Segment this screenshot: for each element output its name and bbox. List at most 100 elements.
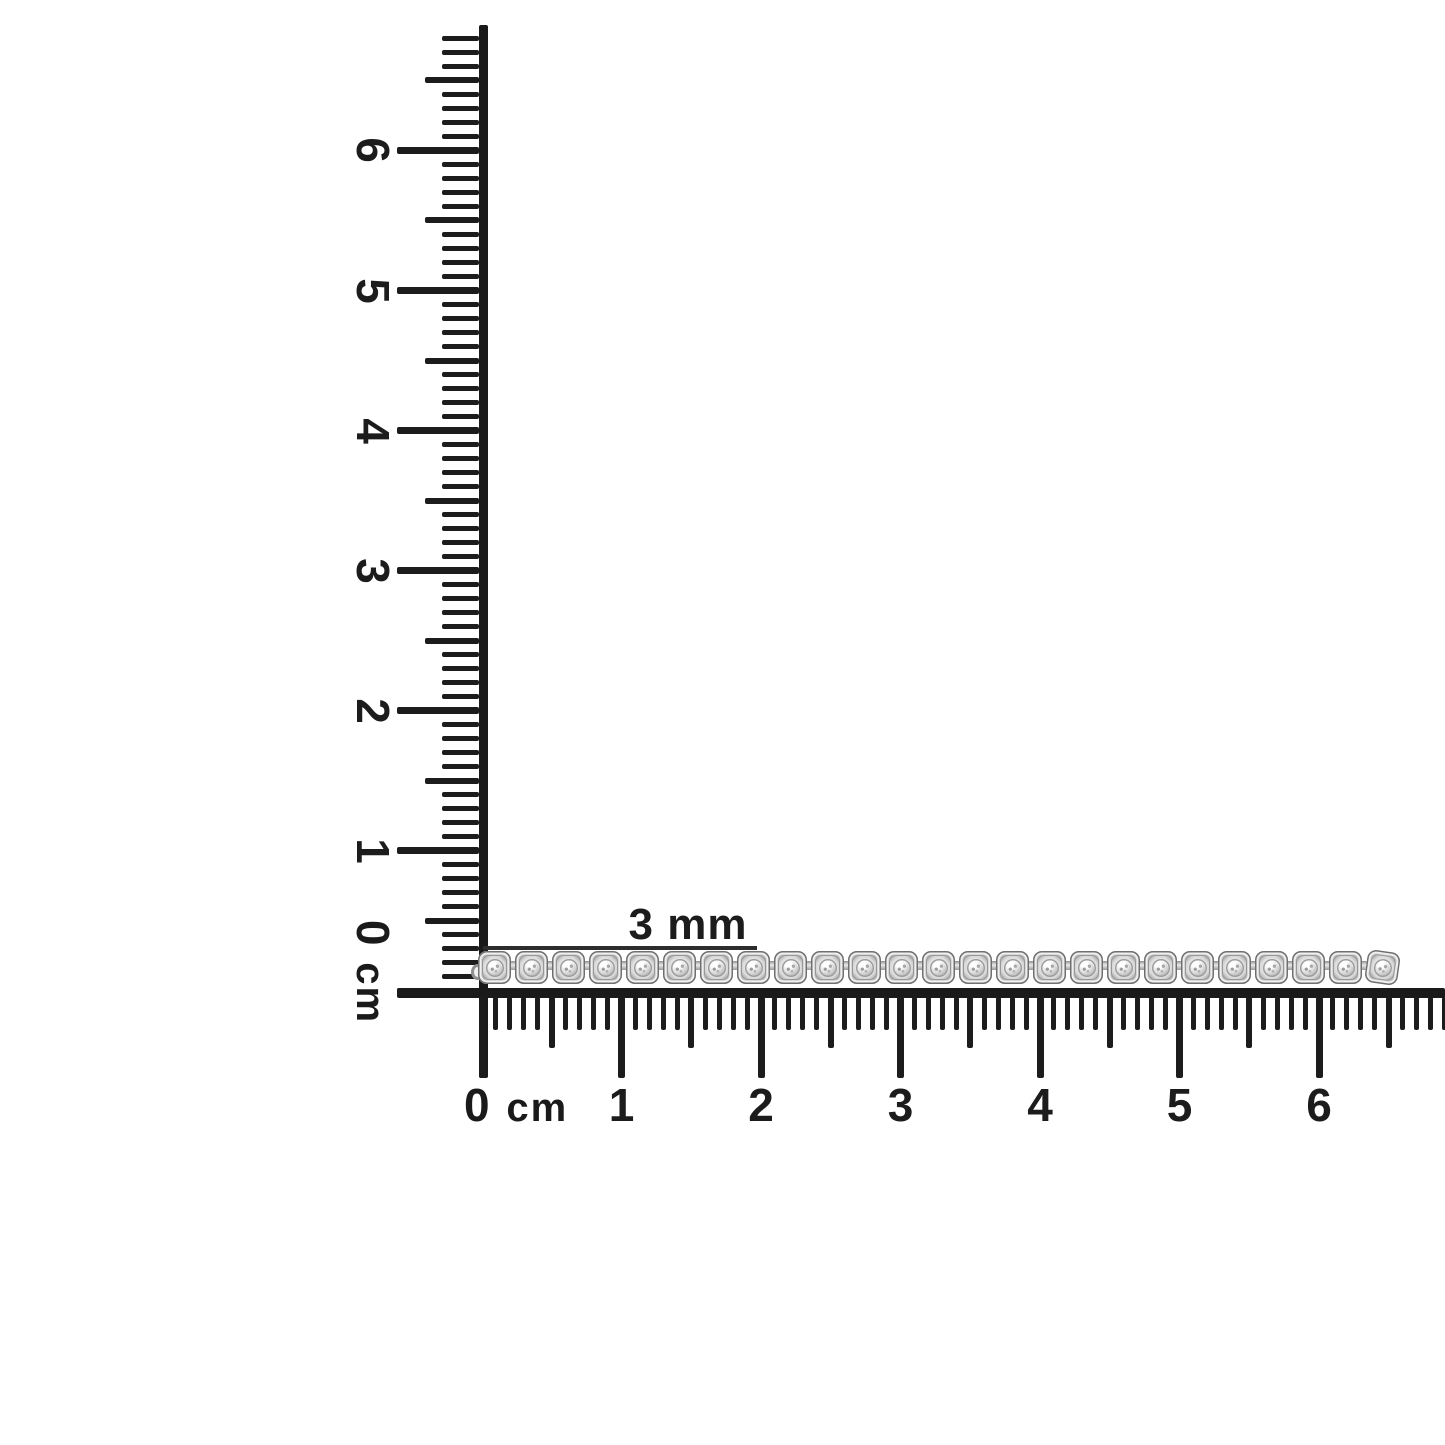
diamond-stone — [857, 960, 872, 975]
vertical-zero-value: 0 — [347, 919, 399, 948]
horizontal-ruler-tick — [1372, 997, 1378, 1030]
vertical-ruler-tick — [397, 146, 479, 154]
diamond-stone — [1079, 960, 1094, 975]
vertical-ruler-tick — [442, 722, 479, 728]
horizontal-ruler-tick — [772, 997, 778, 1030]
vertical-ruler-tick — [442, 273, 479, 279]
vertical-ruler-tick — [442, 456, 479, 462]
horizontal-ruler-tick — [1385, 997, 1392, 1048]
vertical-ruler-tick — [425, 777, 479, 784]
horizontal-ruler-tick — [953, 997, 959, 1030]
vertical-ruler-tick — [425, 917, 479, 924]
diamond-stone — [820, 960, 835, 975]
horizontal-ruler-tick — [897, 997, 904, 1078]
vertical-ruler-tick — [442, 582, 479, 588]
horizontal-ruler-tick — [870, 997, 876, 1030]
horizontal-ruler-tick — [1121, 997, 1127, 1030]
diamond-stone — [1374, 959, 1391, 976]
horizontal-ruler-tick — [1400, 997, 1406, 1030]
vertical-ruler-tick — [442, 245, 479, 251]
vertical-ruler-tick — [442, 666, 479, 672]
vertical-ruler-tick — [442, 231, 479, 237]
vertical-ruler-tick — [442, 484, 479, 490]
diamond-stone — [672, 960, 687, 975]
vertical-ruler-tick — [442, 302, 479, 307]
diamond-stone — [1338, 960, 1353, 975]
bracelet-link — [996, 951, 1029, 984]
diamond-stone — [709, 960, 724, 975]
link-setting-plate — [556, 955, 581, 980]
link-setting-plate — [482, 955, 507, 980]
bracelet-link — [1033, 951, 1066, 984]
diamond-tennis-bracelet — [478, 948, 1402, 987]
link-setting-plate — [1368, 953, 1397, 982]
vertical-ruler-tick — [442, 932, 479, 938]
link-setting-plate — [1333, 955, 1358, 980]
horizontal-ruler-tick — [911, 997, 917, 1030]
bracelet-link — [922, 951, 955, 984]
horizontal-ruler-tick — [548, 997, 555, 1048]
horizontal-ruler-tick — [1190, 997, 1196, 1030]
horizontal-ruler-tick — [1093, 997, 1099, 1030]
vertical-ruler-number: 6 — [347, 137, 399, 164]
horizontal-ruler-zero-label: 0 cm — [464, 1082, 568, 1131]
horizontal-ruler-tick — [688, 997, 695, 1048]
link-setting-plate — [926, 955, 951, 980]
horizontal-zero-value: 0 — [464, 1079, 492, 1131]
link-setting-plate — [667, 955, 692, 980]
diamond-stone — [487, 960, 502, 975]
diamond-stone — [1264, 960, 1279, 975]
bracelet-link — [1070, 951, 1103, 984]
link-setting-plate — [778, 955, 803, 980]
horizontal-ruler-tick — [1358, 997, 1364, 1030]
horizontal-unit-label: cm — [506, 1086, 569, 1130]
horizontal-ruler-tick — [1414, 997, 1420, 1030]
horizontal-ruler-tick — [1288, 997, 1294, 1030]
vertical-ruler-tick — [442, 890, 479, 896]
bracelet-link — [885, 951, 918, 984]
horizontal-ruler-tick — [646, 997, 652, 1030]
horizontal-ruler-tick — [1023, 997, 1029, 1030]
horizontal-ruler-tick — [1065, 997, 1071, 1030]
bracelet-link — [959, 951, 992, 984]
bracelet-link — [1107, 951, 1140, 984]
bracelet-link — [700, 951, 733, 984]
vertical-ruler-number: 2 — [347, 698, 399, 724]
horizontal-ruler-number: 5 — [1166, 1079, 1193, 1131]
vertical-ruler-tick — [425, 637, 479, 644]
horizontal-ruler-tick — [1106, 997, 1113, 1048]
link-setting-plate — [519, 955, 544, 980]
bracelet-link — [1144, 951, 1177, 984]
horizontal-ruler-tick — [814, 997, 820, 1030]
horizontal-ruler-tick — [563, 997, 569, 1030]
vertical-ruler-tick — [397, 847, 479, 855]
vertical-ruler-tick — [442, 470, 479, 476]
bracelet-link — [663, 951, 696, 984]
link-setting-plate — [1259, 955, 1284, 980]
horizontal-ruler-tick — [757, 997, 765, 1078]
vertical-ruler-tick — [425, 497, 479, 504]
horizontal-ruler-tick — [1315, 997, 1323, 1078]
horizontal-ruler-tick — [730, 997, 736, 1030]
vertical-ruler-tick — [442, 554, 479, 560]
vertical-ruler-tick — [442, 442, 479, 448]
diamond-stone — [783, 960, 798, 975]
horizontal-ruler-tick — [1246, 997, 1253, 1048]
vertical-ruler-tick — [397, 287, 479, 294]
diamond-stone — [931, 960, 946, 975]
vertical-ruler-tick — [442, 764, 479, 770]
diamond-stone — [635, 960, 650, 975]
vertical-ruler-tick — [397, 567, 479, 575]
vertical-ruler-tick — [442, 652, 479, 658]
vertical-ruler-tick — [442, 91, 479, 97]
bracelet-link — [1255, 951, 1288, 984]
vertical-ruler-tick — [442, 119, 479, 125]
vertical-ruler-tick — [442, 161, 479, 167]
vertical-ruler-tick — [442, 904, 479, 910]
bracelet-link — [737, 951, 770, 984]
diamond-stone — [1153, 960, 1168, 975]
link-setting-plate — [1148, 955, 1173, 980]
vertical-ruler-tick — [442, 386, 479, 392]
vertical-ruler-tick — [442, 316, 479, 322]
horizontal-ruler-tick — [478, 997, 486, 1078]
